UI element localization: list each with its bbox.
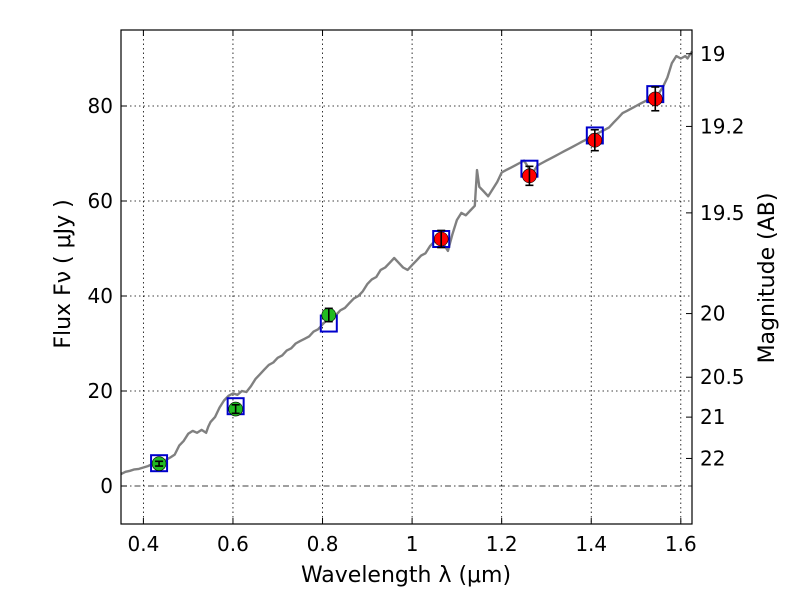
right-tick-label: 21 — [700, 405, 725, 429]
x-tick-label: 0.6 — [217, 532, 249, 556]
data-points — [150, 85, 665, 473]
axis-ticks: 0.4 0.6 0.8 1 1.2 1.4 1.6 0 20 40 60 80 19 19.2 19.5 20… — [88, 30, 745, 556]
right-tick-label: 19 — [700, 42, 725, 66]
x-axis-label: Wavelength λ (μm) — [301, 563, 511, 588]
y-tick-label: 60 — [88, 189, 113, 213]
grid-lines — [121, 30, 692, 524]
y-tick-label: 40 — [88, 284, 113, 308]
right-tick-label: 20.5 — [700, 365, 745, 389]
y-tick-label: 20 — [88, 379, 113, 403]
x-tick-label: 0.8 — [307, 532, 339, 556]
x-tick-label: 0.4 — [127, 532, 159, 556]
right-tick-label: 22 — [700, 446, 725, 470]
model-flux-square — [150, 454, 169, 473]
y-tick-label: 0 — [100, 474, 113, 498]
right-axis-label: Magnitude (AB) — [755, 193, 780, 364]
right-tick-label: 19.5 — [700, 201, 745, 225]
x-tick-label: 1.2 — [486, 532, 518, 556]
x-tick-label: 1 — [406, 532, 419, 556]
x-tick-label: 1.4 — [575, 532, 607, 556]
y-axis-label: Flux Fν ( μJy ) — [51, 199, 76, 348]
model-spectrum-line — [120, 50, 694, 476]
plot-area-frame — [120, 29, 693, 525]
right-tick-label: 20 — [700, 302, 725, 326]
right-tick-label: 19.2 — [700, 114, 745, 138]
y-tick-label: 80 — [88, 94, 113, 118]
x-tick-label: 1.6 — [665, 532, 697, 556]
